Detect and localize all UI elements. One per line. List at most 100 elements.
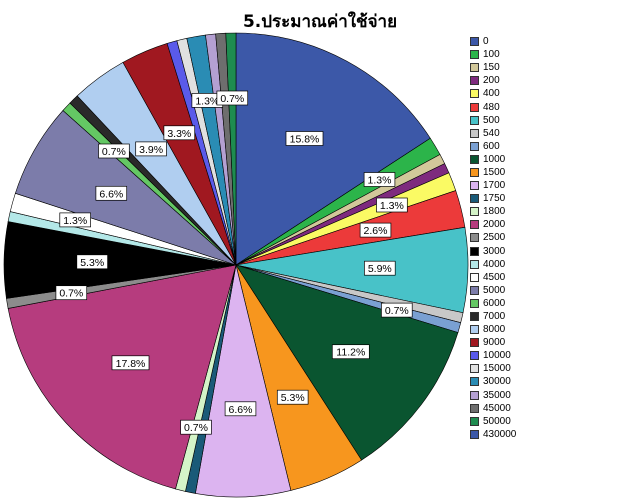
svg-text:1.3%: 1.3% (195, 95, 219, 107)
legend-item-4000: 4000 (470, 258, 516, 271)
legend-swatch (470, 89, 479, 99)
data-label-100: 1.3% (363, 172, 396, 187)
svg-text:0.7%: 0.7% (385, 305, 409, 317)
legend-item-540: 540 (470, 127, 516, 140)
data-label-2500: 0.7% (55, 285, 88, 301)
data-label-600: 0.7% (381, 302, 413, 318)
data-label-30000: 1.3% (191, 93, 224, 108)
pie-slice-1000 (235, 264, 459, 461)
legend-label: 10000 (483, 350, 511, 362)
legend-label: 0 (483, 36, 489, 48)
svg-text:6.6%: 6.6% (229, 404, 253, 416)
legend-label: 150 (483, 62, 500, 74)
legend-swatch (470, 37, 479, 47)
data-label-1000: 11.2% (331, 344, 370, 360)
svg-text:1.3%: 1.3% (380, 200, 404, 212)
legend-item-100: 100 (470, 48, 516, 61)
legend-label: 15000 (483, 363, 511, 375)
legend-item-600: 600 (470, 140, 516, 153)
legend-item-0: 0 (470, 35, 516, 48)
legend-item-500: 500 (470, 114, 516, 127)
data-label-480: 2.6% (359, 222, 392, 238)
data-label-500: 5.9% (364, 260, 396, 276)
legend-swatch (470, 63, 479, 73)
legend-label: 480 (483, 101, 500, 113)
legend-label: 2000 (483, 219, 506, 231)
data-label-9000: 3.3% (163, 125, 196, 141)
svg-text:6.6%: 6.6% (99, 188, 123, 200)
svg-text:17.8%: 17.8% (116, 358, 146, 370)
legend-label: 9000 (483, 337, 506, 349)
legend-swatch (470, 246, 479, 256)
legend-swatch (470, 429, 479, 439)
data-label-1500: 5.3% (276, 389, 309, 405)
svg-text:0.7%: 0.7% (184, 422, 208, 434)
legend-swatch (470, 338, 479, 348)
legend-swatch (470, 167, 479, 177)
data-label-2000: 17.8% (111, 355, 150, 371)
legend-swatch (470, 312, 479, 322)
svg-text:5.3%: 5.3% (281, 392, 305, 404)
legend-label: 1700 (483, 180, 506, 192)
legend-label: 200 (483, 75, 500, 87)
legend-swatch (470, 325, 479, 335)
legend-label: 1000 (483, 153, 506, 165)
legend-swatch (470, 102, 479, 112)
legend-label: 540 (483, 127, 500, 139)
legend-label: 50000 (483, 415, 511, 427)
data-label-8000: 3.9% (135, 141, 167, 157)
legend-swatch (470, 220, 479, 230)
legend-swatch (470, 194, 479, 204)
legend-label: 1500 (483, 166, 506, 178)
svg-text:11.2%: 11.2% (336, 347, 365, 359)
legend-swatch (470, 128, 479, 138)
data-label-1700: 6.6% (224, 401, 257, 417)
legend-item-15000: 15000 (470, 362, 516, 375)
legend-label: 4000 (483, 258, 506, 270)
chart-title: 5.ประมาณค่าใช้จ่าย (242, 12, 398, 32)
legend-swatch (470, 364, 479, 374)
data-label-0: 15.8% (285, 131, 324, 146)
legend-item-6000: 6000 (470, 297, 516, 310)
legend-swatch (470, 115, 479, 125)
legend-item-2000: 2000 (470, 218, 516, 231)
legend-swatch (470, 141, 479, 151)
legend-label: 500 (483, 114, 500, 126)
legend-label: 100 (483, 49, 500, 61)
legend-item-1500: 1500 (470, 166, 516, 179)
legend-label: 45000 (483, 402, 511, 414)
legend-item-400: 400 (470, 87, 516, 100)
legend-swatch (470, 416, 479, 426)
legend-item-1750: 1750 (470, 192, 516, 205)
legend-label: 1750 (483, 193, 506, 205)
legend-label: 4500 (483, 271, 506, 283)
legend-swatch (470, 403, 479, 413)
legend-item-50000: 50000 (470, 415, 516, 428)
legend-swatch (470, 154, 479, 164)
legend-item-150: 150 (470, 61, 516, 74)
svg-text:0.7%: 0.7% (102, 146, 126, 158)
legend-item-35000: 35000 (470, 389, 516, 402)
svg-text:1.3%: 1.3% (63, 215, 87, 227)
legend-swatch (470, 207, 479, 217)
legend-label: 30000 (483, 376, 511, 388)
svg-text:1.3%: 1.3% (368, 175, 392, 187)
legend-label: 6000 (483, 297, 506, 309)
legend-swatch (470, 298, 479, 308)
svg-text:0.7%: 0.7% (220, 93, 244, 105)
svg-text:3.3%: 3.3% (167, 128, 191, 140)
legend: 0 100 150 200 400 480 500 540 600 1000 1500 1700 175… (470, 35, 516, 441)
svg-text:0.7%: 0.7% (59, 288, 83, 300)
legend-item-10000: 10000 (470, 349, 516, 362)
legend-swatch (470, 259, 479, 269)
legend-item-30000: 30000 (470, 375, 516, 388)
legend-item-9000: 9000 (470, 336, 516, 349)
legend-label: 5000 (483, 284, 506, 296)
data-label-1800: 0.7% (180, 419, 212, 435)
legend-label: 600 (483, 140, 500, 152)
legend-swatch (470, 233, 479, 243)
legend-item-45000: 45000 (470, 402, 516, 415)
legend-swatch (470, 390, 479, 400)
